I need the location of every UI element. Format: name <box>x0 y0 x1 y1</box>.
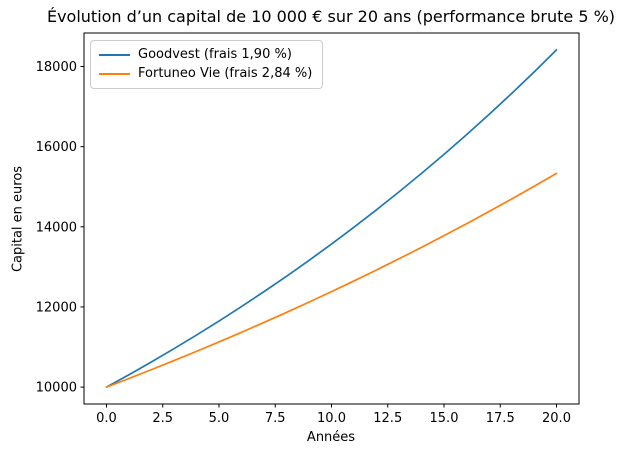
series-line <box>105 49 558 388</box>
x-tick-label: 12.5 <box>373 411 402 426</box>
x-tick-label: 20.0 <box>542 411 571 426</box>
y-tick-label: 14000 <box>36 220 77 235</box>
legend: Goodvest (frais 1,90 %) Fortuneo Vie (fr… <box>90 40 324 89</box>
legend-line-swatch <box>99 54 130 56</box>
legend-label: Goodvest (frais 1,90 %) <box>138 47 292 62</box>
legend-item: Fortuneo Vie (frais 2,84 %) <box>99 66 312 82</box>
legend-line-swatch <box>99 73 130 75</box>
y-tick-label: 10000 <box>36 381 77 396</box>
x-tick-label: 0.0 <box>96 411 117 426</box>
y-tick-label: 18000 <box>36 60 77 75</box>
x-tick-label: 5.0 <box>209 411 230 426</box>
legend-label: Fortuneo Vie (frais 2,84 %) <box>138 66 313 81</box>
x-tick-label: 2.5 <box>152 411 173 426</box>
legend-item: Goodvest (frais 1,90 %) <box>99 47 312 63</box>
chart-title: Évolution d’un capital de 10 000 € sur 2… <box>46 7 616 26</box>
x-tick-label: 7.5 <box>265 411 286 426</box>
y-tick-label: 16000 <box>36 140 77 155</box>
series-line <box>105 172 558 388</box>
y-tick-label: 12000 <box>36 300 77 315</box>
x-tick-label: 17.5 <box>486 411 515 426</box>
x-tick-label: 10.0 <box>317 411 346 426</box>
x-axis-label: Années <box>306 430 356 445</box>
x-tick-label: 15.0 <box>430 411 459 426</box>
